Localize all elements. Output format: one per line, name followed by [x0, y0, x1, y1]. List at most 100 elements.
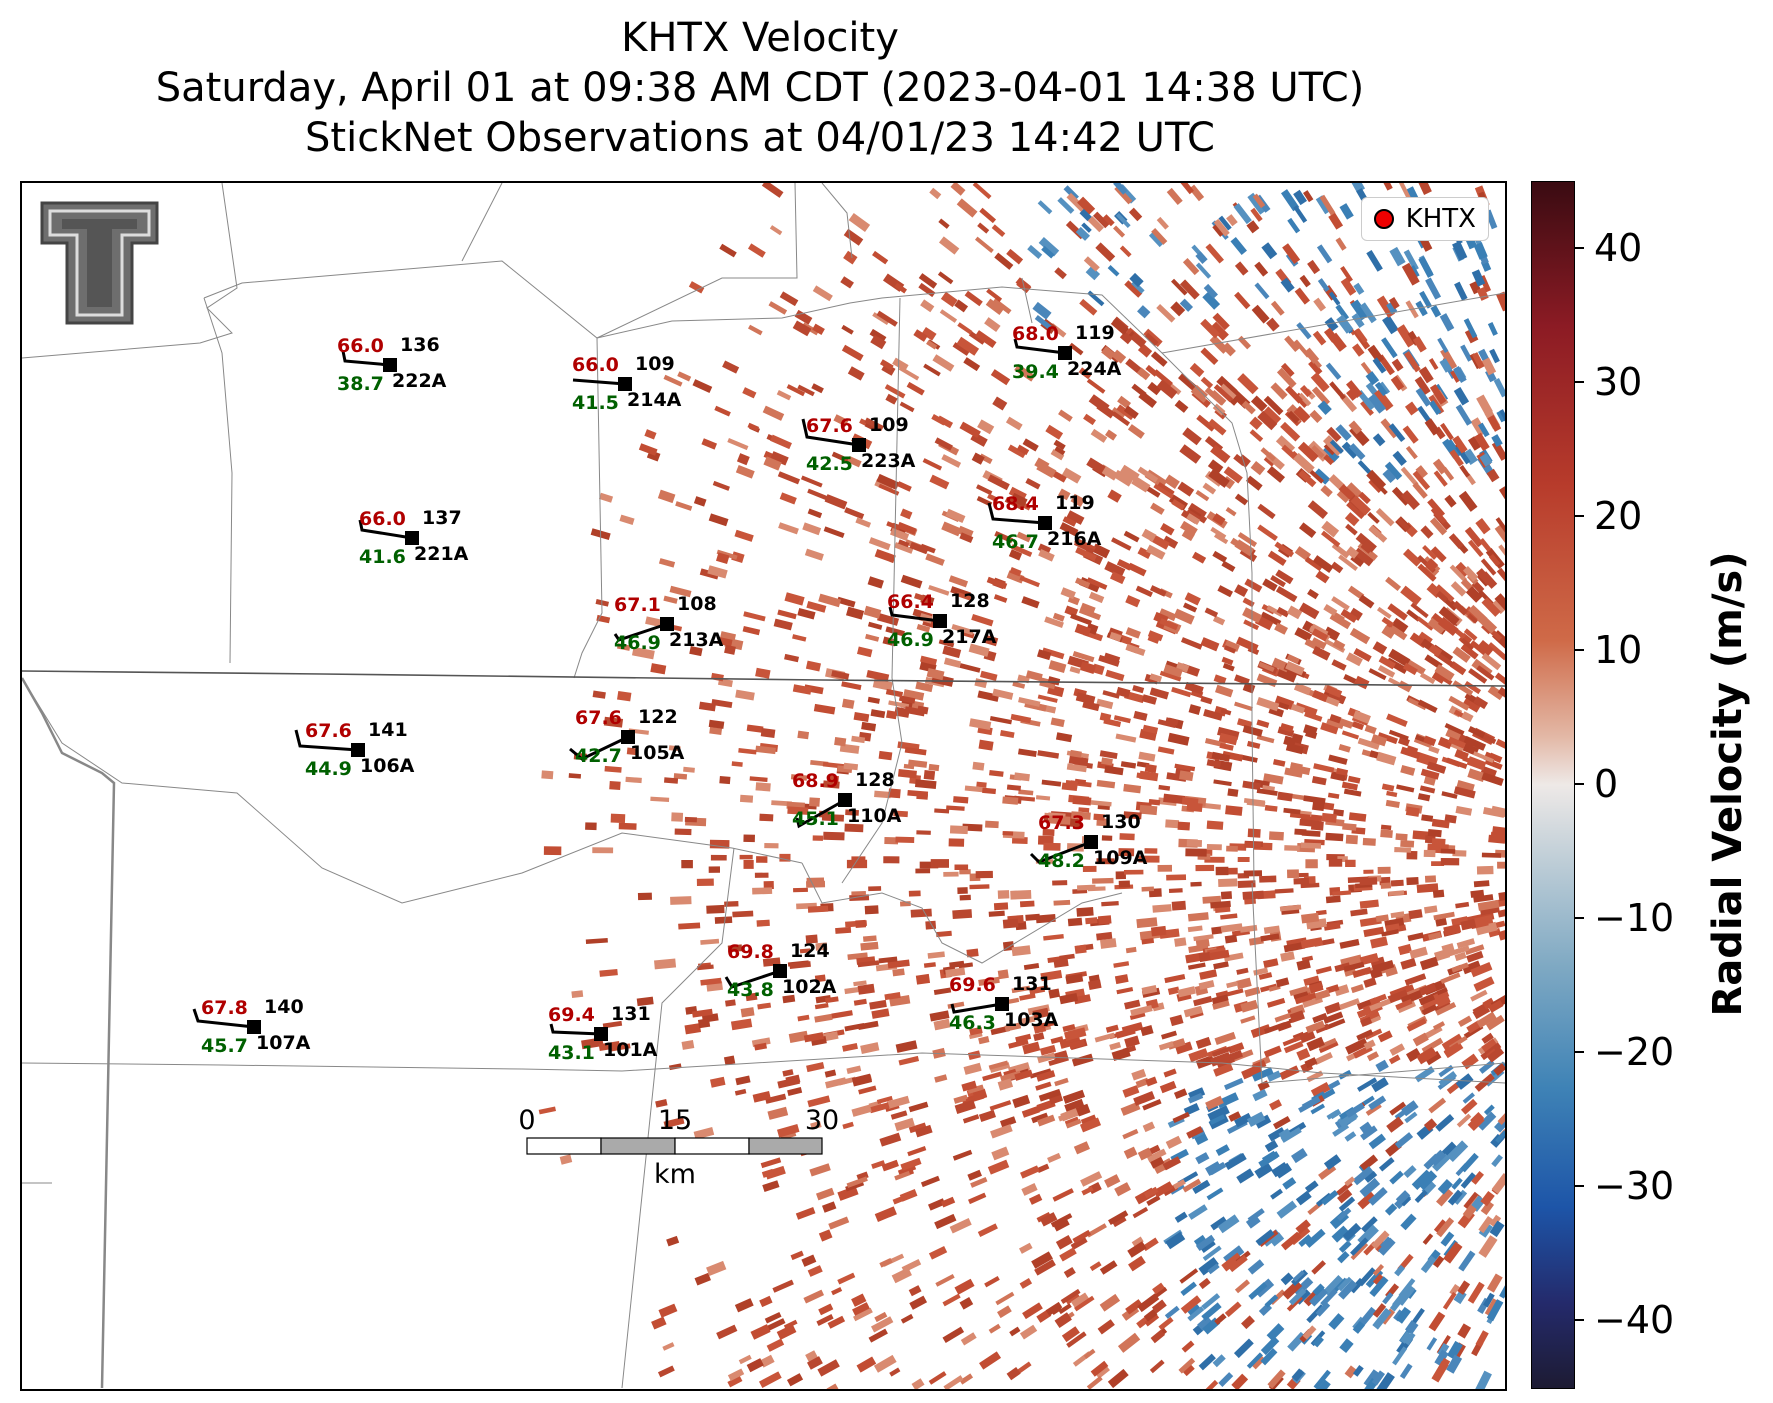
station-plot: 66.0 136 38.7 222A: [337, 334, 447, 395]
station-dew: 41.5: [572, 392, 619, 414]
station-temp: 68.0: [1012, 323, 1059, 345]
station-dew: 45.7: [201, 1035, 248, 1057]
station-dew: 44.9: [305, 758, 352, 780]
station-temp: 67.3: [1038, 812, 1085, 834]
station-temp: 69.6: [949, 974, 996, 996]
colorbar-tick-label: 40: [1594, 226, 1643, 270]
map-canvas: 66.0 136 38.7 222A 66.0 109 41.5 214A 68.0 119 39.…: [22, 183, 1505, 1389]
wind-barb: [341, 350, 391, 367]
station-marker[interactable]: [838, 793, 852, 807]
station-temp: 67.6: [806, 415, 853, 437]
plot-title: KHTX Velocity: [621, 15, 899, 61]
station-temp: 67.8: [201, 997, 248, 1019]
wind-barb: [358, 519, 413, 540]
station-plot: 67.6 141 44.9 106A: [294, 719, 415, 780]
colorbar-tick: [1574, 1185, 1584, 1187]
wind-barb: [1029, 840, 1092, 864]
colorbar-tick-label: 30: [1594, 360, 1643, 404]
station-plot: 67.1 108 46.9 213A: [613, 593, 724, 654]
station-marker[interactable]: [773, 964, 787, 978]
station-dew: 43.1: [548, 1042, 595, 1064]
station-id: 110A: [847, 805, 902, 827]
station-dew: 48.2: [1038, 850, 1085, 872]
station-plot: 66.4 128 46.9 217A: [887, 590, 997, 651]
station-dew: 39.4: [1012, 361, 1059, 383]
station-temp: 66.0: [572, 354, 619, 376]
station-marker[interactable]: [594, 1027, 608, 1041]
station-id: 224A: [1067, 358, 1122, 380]
colorbar-tick-label: −20: [1594, 1030, 1675, 1074]
scale-label-30: 30: [805, 1105, 839, 1136]
station-value: 137: [422, 507, 462, 529]
station-value: 128: [855, 769, 895, 791]
wind-barb: [613, 622, 668, 642]
county-borders: [22, 183, 1505, 1389]
station-id: 106A: [360, 755, 415, 777]
station-plot: 67.8 140 45.7 107A: [192, 996, 311, 1057]
station-marker[interactable]: [1058, 346, 1072, 360]
colorbar-tick: [1574, 917, 1584, 919]
station-dew: 42.7: [575, 745, 622, 767]
colorbar-tick: [1574, 649, 1584, 651]
station-plot: 68.9 128 45.1 110A: [792, 769, 902, 830]
wind-barb: [795, 798, 846, 829]
station-temp: 67.6: [305, 720, 352, 742]
radar-map[interactable]: 66.0 136 38.7 222A 66.0 109 41.5 214A 68.0 119 39.…: [20, 181, 1507, 1391]
station-temp: 66.4: [887, 591, 934, 613]
station-marker[interactable]: [618, 377, 632, 391]
station-plot: 69.4 131 43.1 101A: [548, 1003, 658, 1064]
wind-barb: [569, 735, 629, 761]
station-plot: 67.3 130 48.2 109A: [1029, 811, 1148, 872]
wind-barb: [1013, 338, 1066, 355]
station-temp: 68.4: [992, 493, 1039, 515]
station-value: 140: [264, 996, 304, 1018]
station-id: 101A: [603, 1039, 658, 1061]
station-temp: 68.9: [792, 770, 839, 792]
map-legend: KHTX: [1360, 197, 1489, 241]
station-marker[interactable]: [247, 1020, 261, 1034]
station-id: 214A: [627, 389, 682, 411]
scale-unit: km: [654, 1159, 696, 1190]
colorbar-tick-label: −10: [1594, 896, 1675, 940]
station-marker[interactable]: [621, 730, 635, 744]
station-id: 109A: [1093, 847, 1148, 869]
station-marker[interactable]: [405, 531, 419, 545]
station-value: 128: [950, 590, 990, 612]
station-dew: 43.8: [727, 979, 774, 1001]
station-dew: 46.7: [992, 531, 1039, 553]
colorbar-tick-label: −40: [1594, 1298, 1675, 1342]
station-dew: 42.5: [806, 453, 853, 475]
station-temp: 66.0: [359, 508, 406, 530]
station-dew: 46.9: [614, 632, 661, 654]
station-value: 122: [638, 706, 678, 728]
wind-barb: [549, 1023, 602, 1036]
station-marker[interactable]: [933, 614, 947, 628]
velocity-field: [538, 183, 1505, 1389]
colorbar-tick-label: 0: [1594, 762, 1619, 806]
station-plot: 69.6 131 46.3 103A: [949, 973, 1059, 1034]
colorbar-label: Radial Velocity (m/s): [1705, 551, 1751, 1017]
wind-barb: [724, 969, 781, 989]
station-dew: 46.9: [887, 629, 934, 651]
station-marker[interactable]: [995, 997, 1009, 1011]
station-dew: 41.6: [359, 546, 406, 568]
station-value: 109: [869, 414, 909, 436]
station-marker[interactable]: [1084, 835, 1098, 849]
station-temp: 69.8: [727, 941, 774, 963]
station-id: 221A: [414, 543, 469, 565]
station-dew: 38.7: [337, 373, 384, 395]
station-marker[interactable]: [383, 358, 397, 372]
station-plot: 68.0 119 39.4 224A: [1012, 322, 1122, 383]
station-marker[interactable]: [852, 438, 866, 452]
station-marker[interactable]: [1038, 516, 1052, 530]
scale-label-15: 15: [658, 1105, 692, 1136]
colorbar: [1531, 181, 1575, 1389]
station-marker[interactable]: [351, 743, 365, 757]
station-value: 136: [400, 334, 440, 356]
station-marker[interactable]: [660, 617, 674, 631]
station-id: 213A: [669, 629, 724, 651]
station-id: 216A: [1047, 528, 1102, 550]
colorbar-tick: [1574, 1051, 1584, 1053]
station-plot: 69.8 124 43.8 102A: [724, 940, 837, 1001]
legend-label: KHTX: [1405, 204, 1476, 234]
